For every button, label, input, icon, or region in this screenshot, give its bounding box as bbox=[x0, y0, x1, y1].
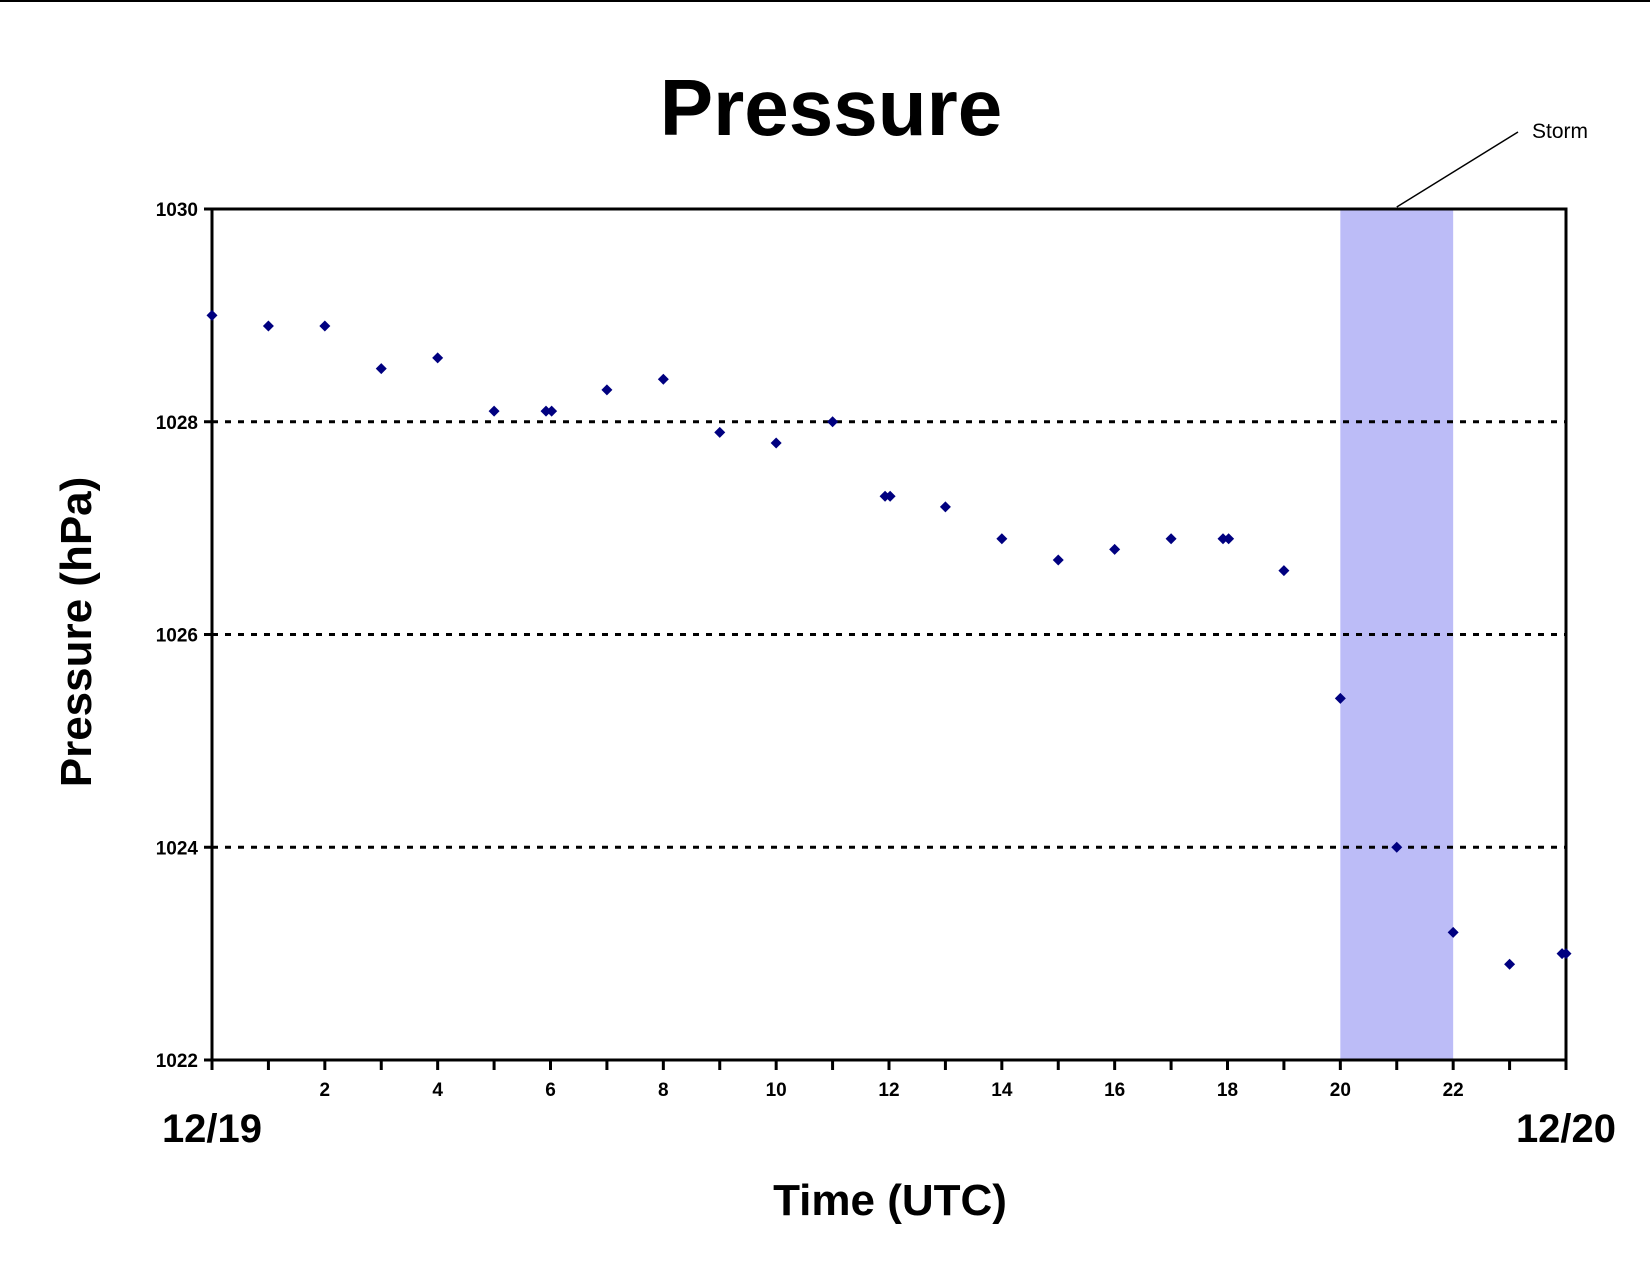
data-point-6 bbox=[540, 405, 552, 417]
y-tick-label-1028: 1028 bbox=[156, 413, 198, 434]
data-point-24 bbox=[1391, 841, 1403, 853]
data-point-26 bbox=[1504, 958, 1516, 970]
data-point-22 bbox=[1278, 565, 1290, 577]
x-tick-label-2: 2 bbox=[320, 1080, 331, 1101]
x-tick-label-4: 4 bbox=[432, 1080, 443, 1101]
start-date-label: 12/19 bbox=[162, 1107, 262, 1151]
data-point-7 bbox=[546, 405, 558, 417]
data-point-12 bbox=[827, 416, 839, 428]
x-tick-label-6: 6 bbox=[545, 1080, 556, 1101]
data-point-19 bbox=[1165, 533, 1177, 545]
data-point-23 bbox=[1334, 692, 1346, 704]
data-point-18 bbox=[1109, 543, 1121, 555]
data-point-21 bbox=[1223, 533, 1235, 545]
y-axis-title: Pressure (hPa) bbox=[52, 477, 101, 788]
y-tick-label-1030: 1030 bbox=[156, 200, 198, 221]
x-tick-label-12: 12 bbox=[878, 1080, 899, 1101]
data-point-28 bbox=[1560, 948, 1572, 960]
plot-area: 1022 1024 1026 1028 1030 2 4 6 8 10 12 14 16 18 20 22 St… bbox=[156, 120, 1588, 1101]
storm-annotation-label: Storm bbox=[1532, 120, 1588, 143]
y-tick-label-1026: 1026 bbox=[156, 626, 198, 647]
data-point-5 bbox=[488, 405, 500, 417]
data-point-10 bbox=[714, 426, 726, 438]
chart-title: Pressure bbox=[660, 63, 1002, 152]
data-point-20 bbox=[1217, 533, 1229, 545]
x-tick-label-22: 22 bbox=[1443, 1080, 1464, 1101]
y-tick-label-1022: 1022 bbox=[156, 1051, 198, 1072]
data-point-17 bbox=[1052, 554, 1064, 566]
data-point-9 bbox=[657, 373, 669, 385]
data-point-25 bbox=[1447, 926, 1459, 938]
x-tick-label-10: 10 bbox=[766, 1080, 787, 1101]
x-tick-label-20: 20 bbox=[1330, 1080, 1351, 1101]
end-date-label: 12/20 bbox=[1516, 1107, 1616, 1151]
storm-callout-line bbox=[1396, 131, 1519, 208]
data-point-16 bbox=[996, 533, 1008, 545]
x-tick-label-8: 8 bbox=[658, 1080, 669, 1101]
data-point-15 bbox=[939, 501, 951, 513]
data-point-3 bbox=[375, 363, 387, 375]
x-tick-label-14: 14 bbox=[991, 1080, 1013, 1101]
x-tick-label-18: 18 bbox=[1217, 1080, 1238, 1101]
y-tick-label-1024: 1024 bbox=[156, 838, 199, 859]
data-point-11 bbox=[770, 437, 782, 449]
data-point-4 bbox=[432, 352, 444, 364]
data-point-1 bbox=[262, 320, 274, 332]
x-axis-title: Time (UTC) bbox=[773, 1176, 1007, 1225]
data-point-8 bbox=[601, 384, 613, 396]
data-point-0 bbox=[206, 309, 218, 321]
data-point-2 bbox=[319, 320, 331, 332]
data-point-14 bbox=[884, 490, 896, 502]
x-tick-label-16: 16 bbox=[1104, 1080, 1125, 1101]
